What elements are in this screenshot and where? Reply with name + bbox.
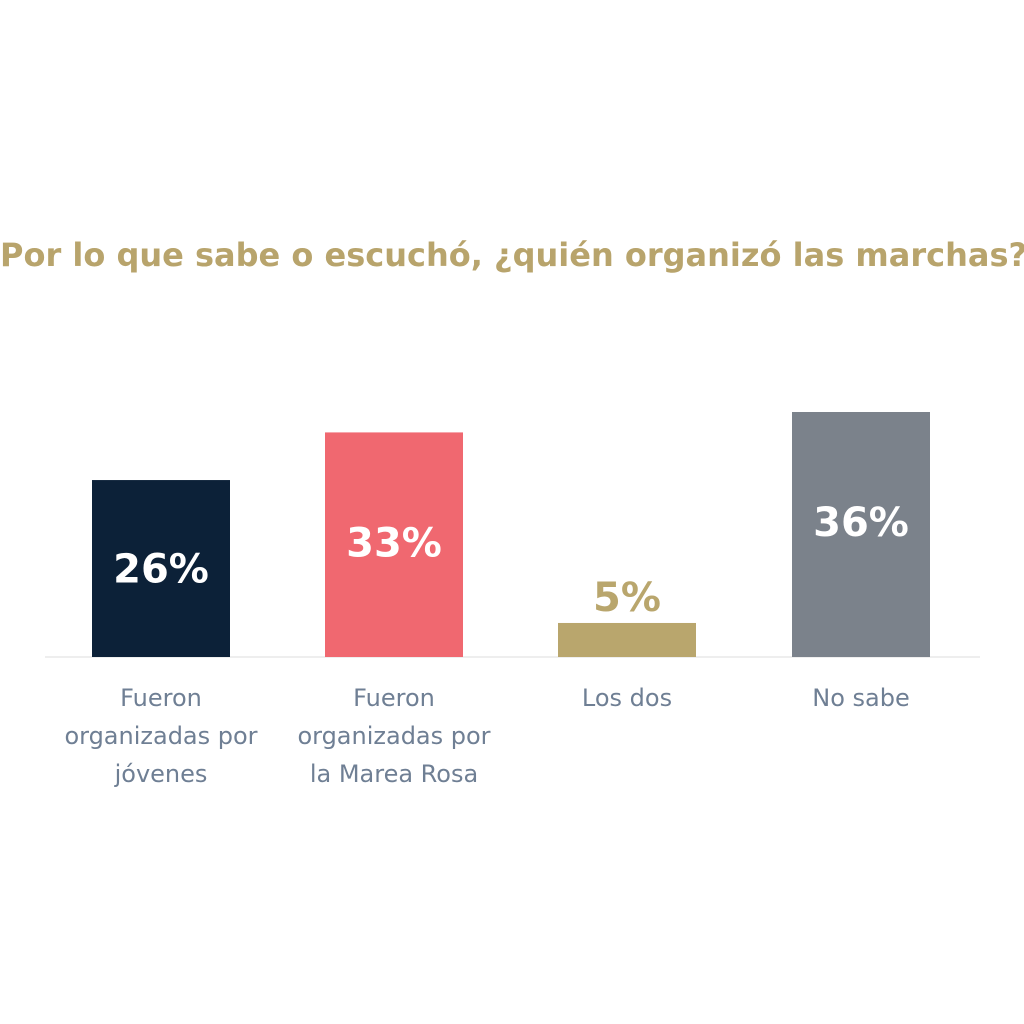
category-label-line: No sabe <box>812 684 909 712</box>
category-label-1: Fueron organizadas por jóvenes <box>64 684 257 788</box>
category-label-line: la Marea Rosa <box>310 760 478 788</box>
bar-4 <box>792 412 930 657</box>
category-label-line: Fueron <box>353 684 435 712</box>
value-labels-layer: 26% 33% 5% 36% <box>113 500 909 621</box>
category-labels-layer: Fueron organizadas por jóvenes Fueron organi… <box>64 684 909 788</box>
category-label-line: organizadas por <box>297 722 490 750</box>
category-label-4: No sabe <box>812 684 909 712</box>
category-label-3: Los dos <box>582 684 672 712</box>
category-label-line: Los dos <box>582 684 672 712</box>
bar-1 <box>92 480 230 657</box>
category-label-line: Fueron <box>120 684 202 712</box>
value-label-2: 33% <box>346 520 442 566</box>
value-label-1: 26% <box>113 547 209 593</box>
value-label-4: 36% <box>813 500 909 546</box>
bars-layer <box>92 412 930 657</box>
bar-3 <box>558 622 696 657</box>
bar-2 <box>325 432 463 657</box>
value-label-3: 5% <box>593 575 661 621</box>
category-label-line: jóvenes <box>114 760 208 788</box>
category-label-line: organizadas por <box>64 722 257 750</box>
category-label-2: Fueron organizadas por la Marea Rosa <box>297 684 490 788</box>
chart-title: Por lo que sabe o escuchó, ¿quién organi… <box>0 236 1024 274</box>
